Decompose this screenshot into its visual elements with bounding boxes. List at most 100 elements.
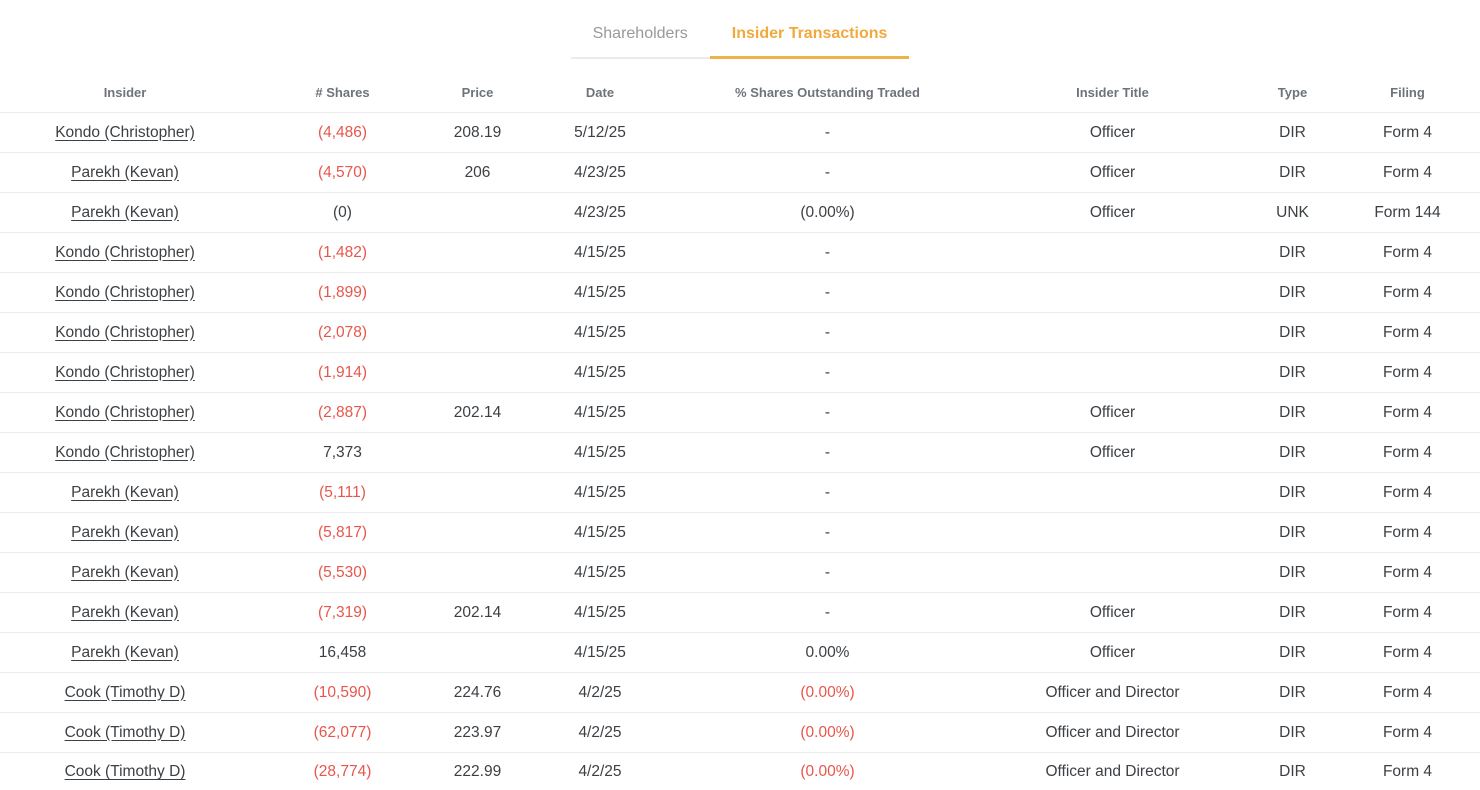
insider-link[interactable]: Parekh (Kevan)	[71, 203, 179, 221]
column-header-insider: Insider	[103, 85, 147, 100]
insider-link[interactable]: Parekh (Kevan)	[71, 483, 179, 501]
cell-shares: (5,111)	[319, 483, 366, 501]
cell-filing: Form 4	[1382, 123, 1433, 141]
cell-date: 4/15/25	[574, 483, 626, 501]
cell-pct-traded: (0.00%)	[800, 723, 855, 741]
cell-insider-title: Officer	[1089, 123, 1136, 141]
cell-insider-title: Officer	[1089, 403, 1136, 421]
cell-filing: Form 4	[1382, 683, 1433, 701]
table-row: Kondo (Christopher) (2,078) 4/15/25 - DI…	[0, 312, 1480, 352]
table-row: Kondo (Christopher) (1,914) 4/15/25 - DI…	[0, 352, 1480, 392]
cell-shares: (1,914)	[317, 363, 368, 381]
table-header-row: Insider # Shares Price Date % Shares Out…	[0, 73, 1480, 112]
column-header-insider-title: Insider Title	[1076, 85, 1149, 100]
cell-shares: (4,486)	[317, 123, 368, 141]
cell-insider: Cook (Timothy D)	[0, 763, 250, 781]
cell-date: 4/15/25	[574, 443, 626, 461]
cell-shares: (28,774)	[313, 763, 372, 780]
insider-link[interactable]: Parekh (Kevan)	[71, 603, 179, 621]
insider-link[interactable]: Kondo (Christopher)	[55, 323, 195, 341]
table-row: Parekh (Kevan) (0) 4/23/25 (0.00%) Offic…	[0, 192, 1480, 232]
cell-filing: Form 4	[1382, 443, 1433, 461]
cell-insider: Parekh (Kevan)	[0, 604, 250, 622]
cell-type: DIR	[1279, 243, 1306, 261]
cell-pct-traded: (0.00%)	[800, 763, 855, 780]
insider-link[interactable]: Parekh (Kevan)	[71, 523, 179, 541]
insider-link[interactable]: Cook (Timothy D)	[64, 683, 186, 701]
cell-pct-traded: -	[824, 243, 831, 261]
cell-insider-title: Officer	[1089, 603, 1136, 621]
cell-type: DIR	[1279, 283, 1306, 301]
cell-filing: Form 4	[1382, 243, 1433, 261]
cell-price: 224.76	[453, 683, 502, 701]
insider-link[interactable]: Kondo (Christopher)	[55, 403, 195, 421]
cell-shares: (2,887)	[317, 403, 368, 421]
table-row: Kondo (Christopher) (1,482) 4/15/25 - DI…	[0, 232, 1480, 272]
cell-insider: Parekh (Kevan)	[0, 204, 250, 222]
column-header-type: Type	[1277, 85, 1308, 100]
cell-pct-traded: (0.00%)	[800, 203, 855, 221]
cell-filing: Form 4	[1382, 523, 1433, 541]
insider-link[interactable]: Parekh (Kevan)	[71, 643, 179, 661]
cell-filing: Form 4	[1382, 163, 1433, 181]
tab-shareholders[interactable]: Shareholders	[570, 13, 710, 59]
cell-shares: 7,373	[323, 443, 362, 461]
cell-insider: Kondo (Christopher)	[0, 444, 250, 462]
cell-type: DIR	[1279, 603, 1306, 621]
cell-pct-traded: -	[824, 363, 831, 381]
cell-filing: Form 4	[1382, 403, 1433, 421]
insider-link[interactable]: Kondo (Christopher)	[55, 243, 195, 261]
cell-price: 223.97	[453, 723, 502, 741]
cell-pct-traded: -	[824, 403, 831, 421]
cell-insider-title: Officer and Director	[1045, 683, 1180, 701]
cell-shares: (5,817)	[317, 523, 368, 541]
cell-filing: Form 4	[1382, 603, 1433, 621]
cell-insider: Cook (Timothy D)	[0, 684, 250, 702]
cell-price: 206	[464, 163, 491, 181]
cell-pct-traded: 0.00%	[805, 643, 850, 661]
cell-filing: Form 4	[1382, 643, 1433, 661]
column-header-date: Date	[585, 85, 615, 100]
insider-link[interactable]: Parekh (Kevan)	[71, 563, 179, 581]
cell-type: DIR	[1279, 563, 1306, 581]
table-row: Parekh (Kevan) (5,817) 4/15/25 - DIR For…	[0, 512, 1480, 552]
table-row: Kondo (Christopher) (4,486) 208.19 5/12/…	[0, 112, 1480, 152]
cell-insider: Parekh (Kevan)	[0, 644, 250, 662]
cell-type: DIR	[1279, 643, 1306, 661]
cell-type: DIR	[1279, 723, 1306, 741]
insider-link[interactable]: Cook (Timothy D)	[64, 763, 186, 780]
cell-shares: (62,077)	[313, 723, 372, 741]
table-row: Parekh (Kevan) 16,458 4/15/25 0.00% Offi…	[0, 632, 1480, 672]
insider-link[interactable]: Kondo (Christopher)	[55, 443, 195, 461]
column-header-shares: # Shares	[315, 85, 370, 100]
cell-price: 202.14	[453, 403, 502, 421]
cell-pct-traded: -	[824, 603, 831, 621]
cell-date: 4/2/25	[578, 763, 622, 780]
cell-insider-title: Officer and Director	[1045, 723, 1180, 741]
cell-insider: Kondo (Christopher)	[0, 244, 250, 262]
insider-link[interactable]: Kondo (Christopher)	[55, 363, 195, 381]
cell-pct-traded: (0.00%)	[800, 683, 855, 701]
insider-link[interactable]: Parekh (Kevan)	[71, 163, 179, 181]
cell-pct-traded: -	[824, 323, 831, 341]
insider-link[interactable]: Cook (Timothy D)	[64, 723, 186, 741]
cell-shares: (5,530)	[317, 563, 368, 581]
tab-insider-transactions[interactable]: Insider Transactions	[709, 13, 910, 59]
cell-filing: Form 4	[1382, 723, 1433, 741]
column-header-pct-traded: % Shares Outstanding Traded	[735, 85, 920, 100]
cell-type: DIR	[1279, 323, 1306, 341]
insider-link[interactable]: Kondo (Christopher)	[55, 283, 195, 301]
cell-date: 4/15/25	[574, 643, 626, 661]
cell-date: 4/15/25	[574, 323, 626, 341]
cell-date: 4/15/25	[574, 603, 626, 621]
cell-type: DIR	[1279, 403, 1306, 421]
cell-date: 4/15/25	[574, 403, 626, 421]
cell-filing: Form 4	[1382, 323, 1433, 341]
cell-date: 4/15/25	[574, 243, 626, 261]
cell-type: DIR	[1279, 443, 1306, 461]
cell-filing: Form 4	[1382, 563, 1433, 581]
table-row: Kondo (Christopher) (2,887) 202.14 4/15/…	[0, 392, 1480, 432]
column-header-price: Price	[461, 85, 494, 100]
insider-link[interactable]: Kondo (Christopher)	[55, 123, 195, 141]
cell-date: 4/23/25	[574, 203, 626, 221]
